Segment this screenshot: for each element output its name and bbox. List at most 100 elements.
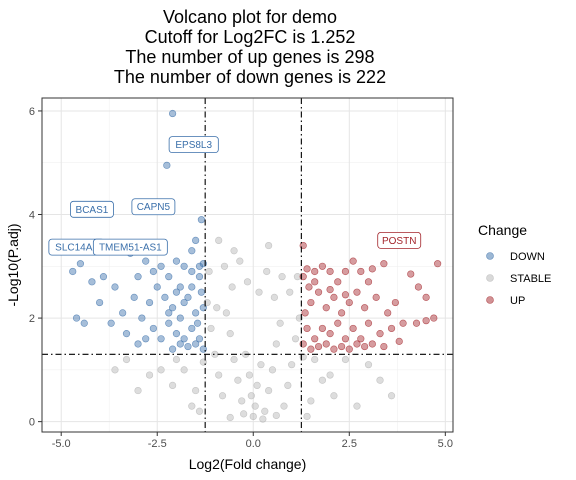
point-stable — [268, 366, 277, 374]
point-stable — [326, 371, 334, 379]
y-tick-label: 6 — [29, 106, 35, 118]
point-down — [153, 283, 161, 291]
point-down — [142, 257, 150, 265]
point-down — [197, 288, 206, 296]
point-stable — [240, 410, 248, 418]
y-axis-label: -Log10(P.adj) — [5, 223, 21, 306]
point-stable — [307, 397, 315, 405]
point-stable — [207, 324, 215, 333]
point-stable — [205, 267, 213, 276]
point-up — [412, 319, 421, 327]
point-up — [314, 288, 323, 296]
point-up — [380, 342, 388, 351]
point-up — [322, 304, 330, 312]
point-down — [149, 267, 157, 276]
point-up — [414, 283, 423, 291]
point-down — [157, 262, 165, 270]
point-up — [364, 319, 373, 327]
point-down — [96, 298, 104, 307]
point-stable — [111, 366, 119, 374]
point-down — [165, 309, 173, 317]
gene-label-box — [92, 238, 168, 256]
point-up — [368, 340, 376, 348]
point-down — [72, 314, 81, 322]
point-up — [305, 283, 313, 291]
axes: -5.0 -2.5 0.0 2.5 5.0 0 2 4 6 Log2(Fold change) -L… — [5, 97, 454, 472]
point-down — [165, 319, 173, 327]
legend-label-stable: STABLE — [510, 273, 551, 285]
point-up — [430, 314, 438, 322]
point-stable — [265, 386, 273, 395]
legend-key-down — [486, 252, 494, 260]
point-stable — [215, 371, 223, 379]
point-up — [318, 324, 327, 333]
point-stable — [249, 412, 257, 421]
point-stable — [195, 407, 204, 415]
point-stable — [341, 355, 350, 364]
point-stable — [192, 386, 200, 395]
point-up — [384, 309, 392, 317]
point-down — [195, 262, 204, 270]
point-down — [195, 273, 204, 281]
point-stable — [270, 293, 278, 301]
point-down — [134, 273, 142, 281]
point-down — [107, 319, 115, 327]
point-down — [138, 314, 146, 322]
point-down — [176, 283, 184, 291]
point-down — [192, 236, 200, 245]
point-up — [368, 265, 376, 273]
legend-label-up: UP — [510, 295, 525, 307]
point-up — [307, 345, 315, 353]
point-stable — [180, 366, 188, 374]
point-stable — [286, 288, 294, 296]
point-down — [142, 335, 150, 343]
point-stable — [353, 402, 361, 410]
point-down — [193, 319, 202, 327]
point-down — [163, 161, 171, 169]
point-stable — [247, 392, 255, 400]
point-stable — [218, 392, 227, 400]
point-up — [311, 278, 319, 286]
point-stable — [261, 407, 269, 415]
point-up — [349, 324, 357, 333]
point-down — [188, 247, 196, 255]
point-stable — [172, 355, 181, 364]
point-up — [303, 265, 311, 273]
point-down — [184, 342, 192, 351]
point-stable — [230, 247, 238, 255]
point-up — [399, 319, 407, 327]
point-stable — [272, 340, 280, 348]
point-down — [176, 340, 184, 348]
point-up — [357, 335, 365, 343]
gene-label: TMEM51-AS1 — [99, 243, 162, 254]
point-down — [157, 335, 165, 343]
point-down — [180, 298, 188, 307]
point-stable — [291, 335, 300, 343]
point-up — [338, 309, 346, 317]
point-up — [330, 293, 338, 301]
point-down — [69, 267, 77, 276]
gene-label-box — [70, 200, 114, 218]
point-down — [172, 257, 181, 265]
point-up — [376, 330, 384, 338]
legend: Change DOWN STABLE UP — [478, 222, 551, 307]
point-stable — [255, 288, 263, 296]
point-up — [341, 291, 350, 299]
point-up — [364, 278, 373, 286]
point-stable — [238, 397, 246, 405]
point-down — [168, 304, 177, 312]
point-stable — [145, 371, 154, 379]
point-stable — [122, 355, 131, 364]
point-stable — [226, 413, 234, 422]
point-stable — [251, 402, 259, 410]
point-up — [330, 345, 338, 353]
legend-label-down: DOWN — [510, 251, 545, 263]
point-stable — [245, 371, 254, 379]
point-down — [122, 330, 131, 338]
point-down — [192, 309, 200, 317]
x-tick-label: 2.5 — [342, 438, 357, 450]
point-up — [326, 330, 334, 338]
point-up — [322, 340, 330, 348]
x-tick-label: -2.5 — [148, 438, 167, 450]
gene-label: BCAS1 — [76, 205, 109, 216]
